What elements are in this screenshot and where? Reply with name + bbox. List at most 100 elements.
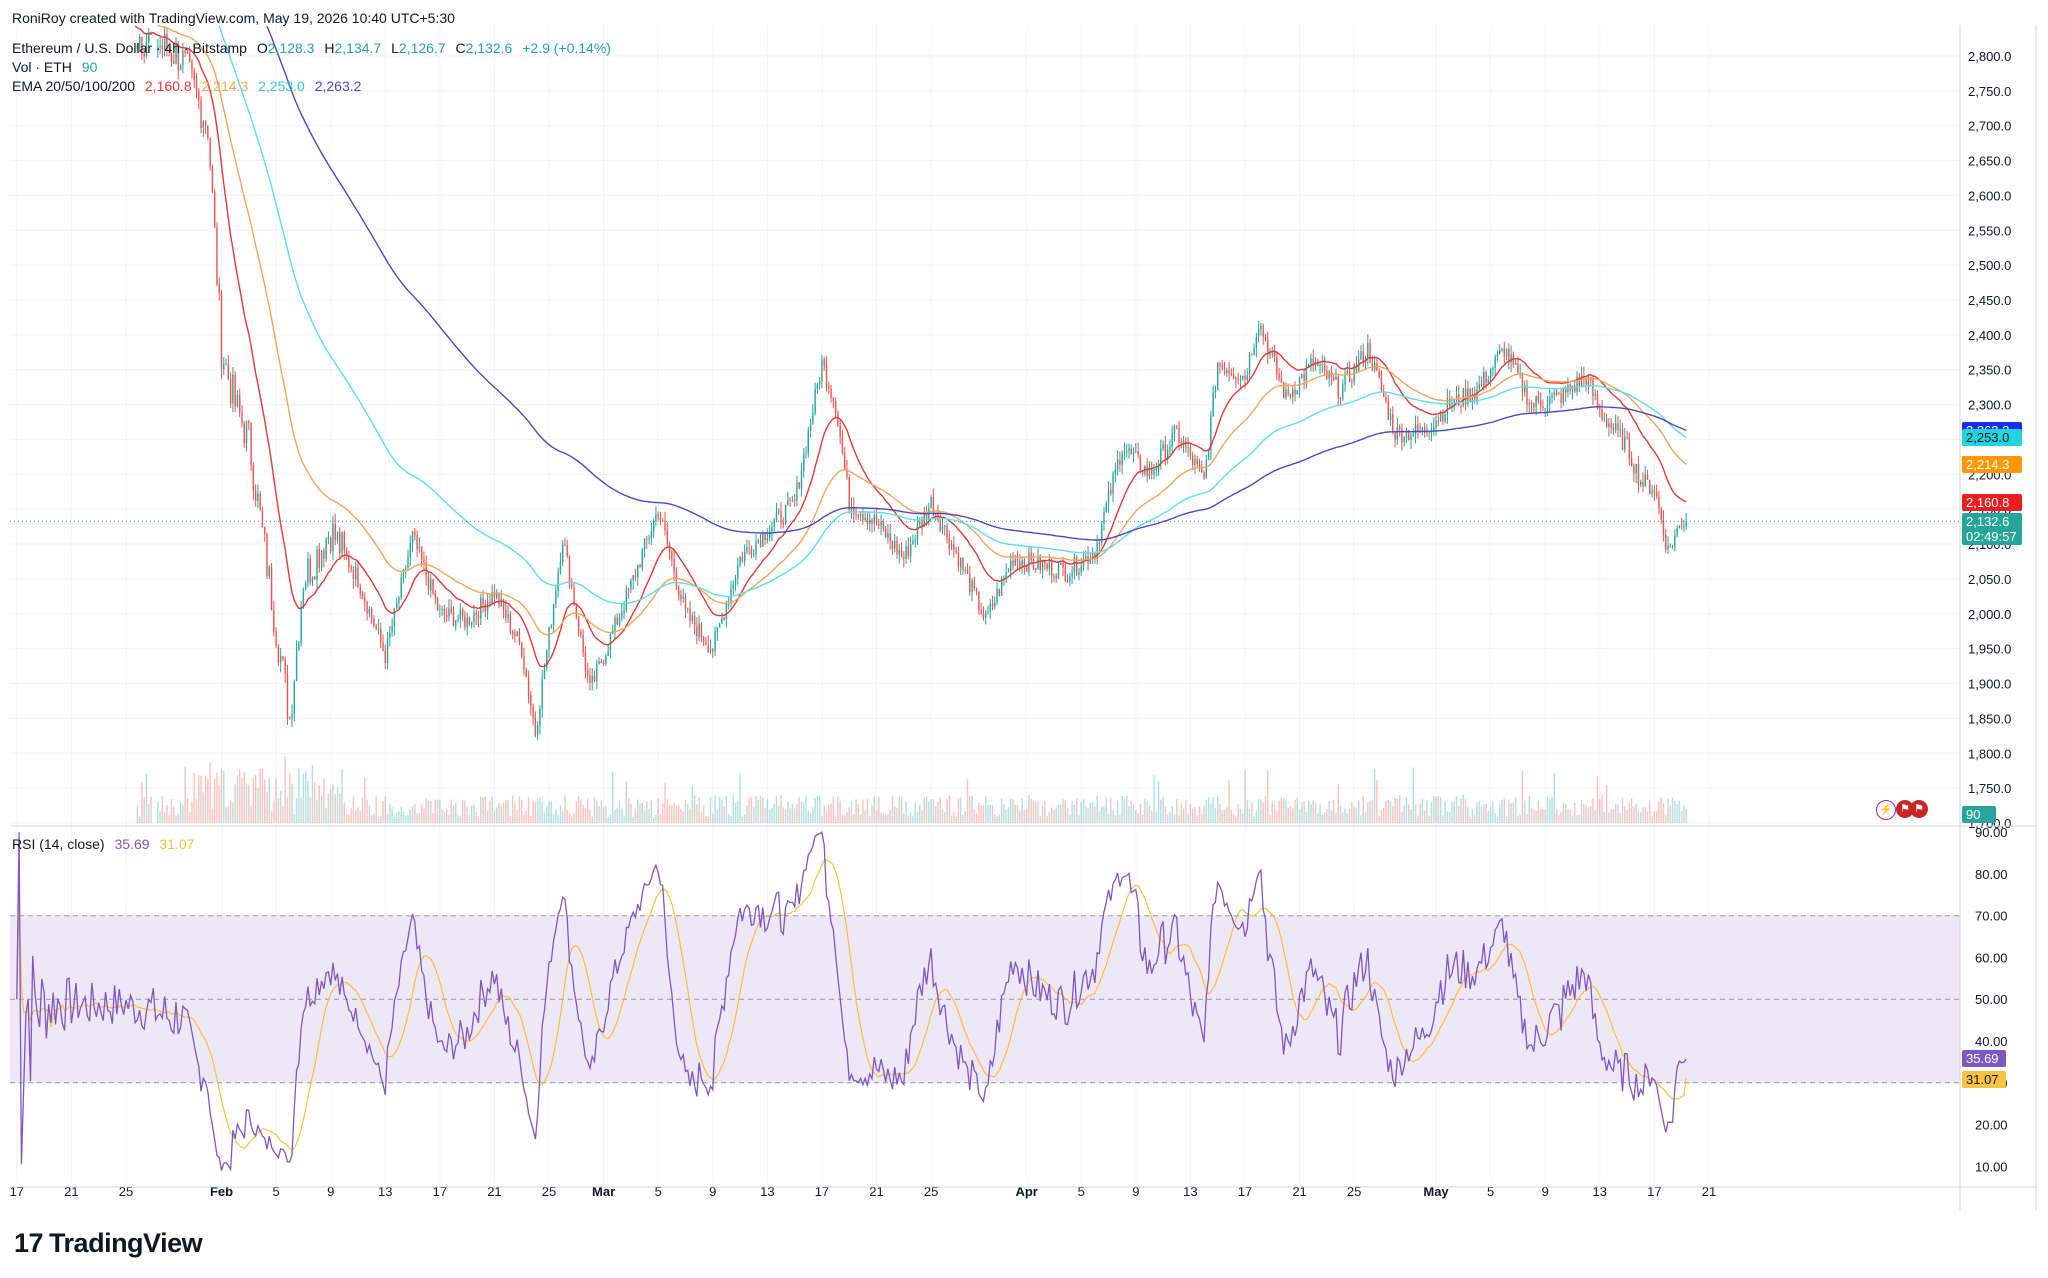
- candle: [1603, 412, 1606, 423]
- candle: [1189, 443, 1192, 460]
- candle-body: [200, 100, 202, 129]
- candle: [1176, 424, 1178, 430]
- volume-bar: [607, 816, 609, 823]
- volume-bar: [1294, 799, 1296, 823]
- volume-bar: [389, 803, 391, 823]
- candle-body: [1562, 387, 1565, 404]
- candle-body: [596, 664, 598, 682]
- candle: [1255, 332, 1258, 358]
- candle-body: [891, 541, 894, 549]
- candle-body: [1262, 325, 1264, 338]
- candle-body: [393, 608, 396, 627]
- volume-bar: [1658, 802, 1660, 823]
- candle-body: [1098, 542, 1101, 544]
- candle-body: [743, 551, 746, 562]
- volume-bar: [1273, 804, 1276, 823]
- candle-body: [1312, 358, 1314, 366]
- candle-body: [693, 615, 696, 627]
- candle: [1248, 352, 1251, 379]
- volume-bar: [202, 792, 205, 823]
- rsi-panel: [10, 831, 1960, 1172]
- flag-icon-2[interactable]: ⚑: [1910, 800, 1928, 818]
- candle-body: [1383, 391, 1385, 397]
- volume-bar: [623, 816, 625, 823]
- volume-bar: [1348, 808, 1351, 823]
- candle: [461, 607, 464, 622]
- candle: [1267, 331, 1269, 365]
- volume-bar: [641, 802, 643, 823]
- candle: [1585, 377, 1587, 392]
- candle: [568, 555, 571, 590]
- candle: [484, 599, 487, 618]
- candle-body: [1180, 442, 1183, 444]
- candle: [584, 646, 587, 679]
- volume-bar: [1667, 798, 1669, 823]
- candle-body: [386, 637, 389, 664]
- candle-body: [1608, 423, 1610, 427]
- chart-credit: RoniRoy created with TradingView.com, Ma…: [12, 10, 455, 26]
- candle-body: [250, 422, 252, 466]
- candle-body: [1016, 559, 1019, 562]
- volume-bar: [518, 796, 521, 823]
- volume-bar: [768, 809, 771, 823]
- volume-bar: [384, 796, 386, 823]
- candle-body: [1492, 367, 1494, 370]
- candle: [1501, 347, 1503, 352]
- volume-bar: [1166, 814, 1169, 823]
- candle-body: [184, 50, 186, 53]
- volume-bar: [889, 810, 891, 823]
- candle: [1276, 353, 1278, 381]
- candle: [420, 546, 423, 567]
- volume-bar: [1082, 798, 1085, 823]
- tradingview-logo[interactable]: 17 TradingView: [14, 1228, 203, 1259]
- volume-bar: [869, 815, 871, 823]
- candle: [1119, 451, 1121, 473]
- candle-body: [1683, 526, 1685, 528]
- volume-bar: [1253, 816, 1255, 823]
- candle-body: [284, 659, 286, 674]
- volume-bar: [1369, 801, 1371, 823]
- volume-bar: [1337, 784, 1339, 823]
- candle-body: [1116, 459, 1119, 470]
- rsi-legend[interactable]: RSI (14, close) 35.69 31.07: [12, 836, 200, 852]
- volume-bar: [730, 815, 732, 823]
- candle: [1089, 552, 1092, 565]
- candle-body: [1091, 553, 1094, 560]
- candle-body: [259, 493, 261, 510]
- candle: [823, 356, 825, 371]
- volume-bar: [1114, 815, 1117, 823]
- volume-bar: [727, 814, 730, 823]
- x-tick-label: 17: [815, 1184, 829, 1199]
- candle-body: [875, 515, 878, 524]
- candle-body: [1060, 563, 1062, 565]
- candle-body: [1674, 535, 1676, 547]
- candle: [521, 641, 523, 659]
- candle: [730, 580, 732, 608]
- volume-bar: [1221, 810, 1223, 823]
- candle: [223, 357, 225, 375]
- candle: [1262, 323, 1264, 345]
- candle-body: [589, 675, 591, 683]
- candle: [891, 540, 894, 555]
- candle-body: [1617, 423, 1619, 431]
- lightning-icon[interactable]: ⚡: [1876, 800, 1896, 820]
- volume-legend[interactable]: Vol · ETH 90: [12, 59, 103, 75]
- volume-bar: [1644, 807, 1646, 823]
- candle-body: [1642, 481, 1644, 487]
- flag-icon[interactable]: ⚑: [1896, 800, 1914, 818]
- candle: [1549, 387, 1551, 413]
- symbol-legend[interactable]: Ethereum / U.S. Dollar · 4h · Bitstamp O…: [12, 40, 617, 56]
- candle-body: [536, 725, 539, 736]
- candle: [1601, 399, 1603, 422]
- candle-body: [211, 167, 214, 193]
- volume-bar: [204, 775, 207, 823]
- volume-bar: [1510, 803, 1512, 823]
- volume-bar: [1546, 797, 1549, 823]
- volume-bar: [418, 812, 421, 823]
- candle-body: [666, 530, 668, 544]
- ema20-legend-value: 2,160.8: [144, 78, 192, 94]
- candle: [1460, 404, 1462, 414]
- ema-legend[interactable]: EMA 20/50/100/200 2,160.8 2,214.3 2,253.…: [12, 78, 367, 94]
- volume-bar: [1367, 802, 1369, 823]
